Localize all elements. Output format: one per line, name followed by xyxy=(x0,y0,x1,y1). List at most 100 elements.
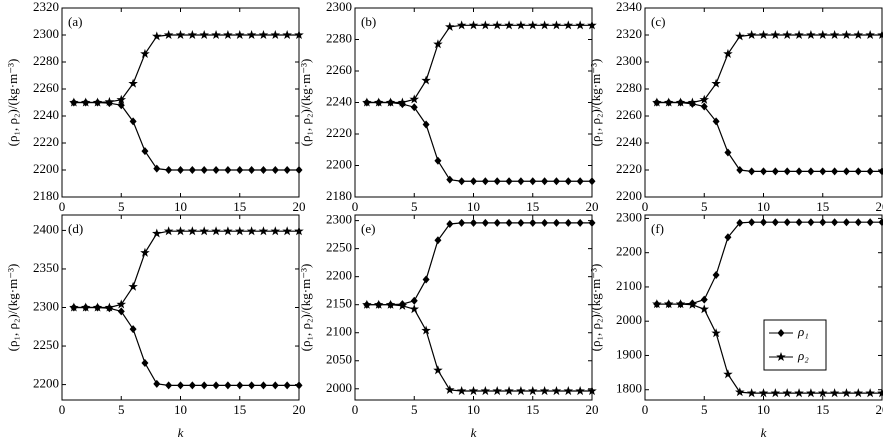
point-marker xyxy=(92,97,103,107)
y-tick-label: 2240 xyxy=(616,134,642,149)
point-marker xyxy=(854,218,862,227)
y-tick-label: 2400 xyxy=(33,221,59,236)
point-marker xyxy=(504,20,514,30)
y-tick-label: 2300 xyxy=(33,298,59,313)
point-marker xyxy=(575,386,585,396)
y-tick-label: 2220 xyxy=(33,134,59,149)
point-marker xyxy=(410,296,418,305)
series-line xyxy=(656,221,882,305)
point-marker xyxy=(165,166,173,174)
point-marker xyxy=(199,30,209,40)
point-marker xyxy=(188,381,196,390)
point-marker xyxy=(422,120,430,129)
point-marker xyxy=(165,381,173,390)
point-marker xyxy=(129,325,137,334)
point-marker xyxy=(819,218,827,227)
point-marker xyxy=(588,218,596,227)
point-marker xyxy=(140,48,150,58)
point-marker xyxy=(877,388,883,398)
point-marker xyxy=(564,218,572,227)
point-marker xyxy=(865,30,875,40)
x-axis-label: k xyxy=(178,425,184,440)
point-marker xyxy=(236,166,244,174)
point-marker xyxy=(458,218,466,227)
point-marker xyxy=(175,226,186,236)
point-marker xyxy=(468,20,479,30)
x-tick-label: 20 xyxy=(586,199,599,214)
y-tick-label: 2240 xyxy=(326,93,352,108)
y-tick-label: 2250 xyxy=(326,240,352,255)
point-marker xyxy=(735,31,745,41)
y-tick-label: 2100 xyxy=(616,278,642,293)
point-marker xyxy=(687,97,698,107)
y-tick-label: 2280 xyxy=(326,30,352,45)
point-marker xyxy=(283,381,291,390)
point-marker xyxy=(104,302,115,312)
point-marker xyxy=(153,379,161,388)
point-marker xyxy=(294,30,304,40)
point-marker xyxy=(652,97,662,107)
x-tick-label: 15 xyxy=(526,402,539,417)
x-tick-label: 0 xyxy=(642,402,649,417)
point-marker xyxy=(445,384,455,394)
point-marker xyxy=(760,167,767,176)
point-marker xyxy=(831,218,839,227)
point-marker xyxy=(829,388,840,398)
y-tick-label: 2050 xyxy=(326,352,352,367)
point-marker xyxy=(200,166,208,174)
y-tick-label: 2250 xyxy=(33,337,59,352)
point-marker xyxy=(746,388,757,398)
x-tick-label: 15 xyxy=(233,199,246,214)
x-tick-label: 10 xyxy=(467,199,480,214)
y-tick-label: 2180 xyxy=(33,188,59,203)
point-marker xyxy=(735,387,745,397)
point-marker xyxy=(782,388,792,398)
panel-label: (a) xyxy=(68,14,82,29)
point-marker xyxy=(758,388,769,398)
point-marker xyxy=(831,167,839,176)
point-marker xyxy=(736,166,744,174)
point-marker xyxy=(294,226,304,236)
x-tick-label: 20 xyxy=(293,402,306,417)
point-marker xyxy=(480,386,491,396)
point-marker xyxy=(433,39,443,49)
point-marker xyxy=(675,97,686,107)
point-marker xyxy=(468,386,479,396)
y-axis-label: (ρ₁, ρ₂)/(kg·m⁻³) xyxy=(588,59,603,147)
y-axis-label: (ρ₁, ρ₂)/(kg·m⁻³) xyxy=(588,264,603,352)
point-marker xyxy=(878,218,883,227)
point-marker xyxy=(117,101,125,110)
x-axis-label: k xyxy=(471,425,477,440)
y-tick-label: 2200 xyxy=(33,376,59,391)
point-marker xyxy=(141,147,149,156)
point-marker xyxy=(771,218,779,227)
panel-label: (b) xyxy=(361,14,376,29)
point-marker xyxy=(248,166,256,174)
point-marker xyxy=(481,177,489,186)
point-marker xyxy=(246,30,257,40)
point-marker xyxy=(675,299,686,309)
y-tick-label: 2300 xyxy=(326,0,352,14)
point-marker xyxy=(517,177,525,186)
point-marker xyxy=(385,97,396,107)
point-marker xyxy=(224,166,232,174)
point-marker xyxy=(551,20,562,30)
point-marker xyxy=(817,388,828,398)
point-marker xyxy=(295,381,303,390)
point-marker xyxy=(699,304,710,314)
point-marker xyxy=(128,281,138,291)
x-tick-label: 5 xyxy=(118,402,125,417)
point-marker xyxy=(663,97,674,107)
y-tick-label: 2280 xyxy=(616,80,642,95)
point-marker xyxy=(529,177,537,186)
point-marker xyxy=(576,218,584,227)
point-marker xyxy=(234,30,245,40)
panel-label: (d) xyxy=(68,221,83,236)
y-tick-label: 2300 xyxy=(616,53,642,68)
y-tick-label: 2300 xyxy=(326,212,352,227)
point-marker xyxy=(865,388,875,398)
point-marker xyxy=(541,218,549,227)
point-marker xyxy=(712,270,720,279)
point-marker xyxy=(806,388,816,398)
